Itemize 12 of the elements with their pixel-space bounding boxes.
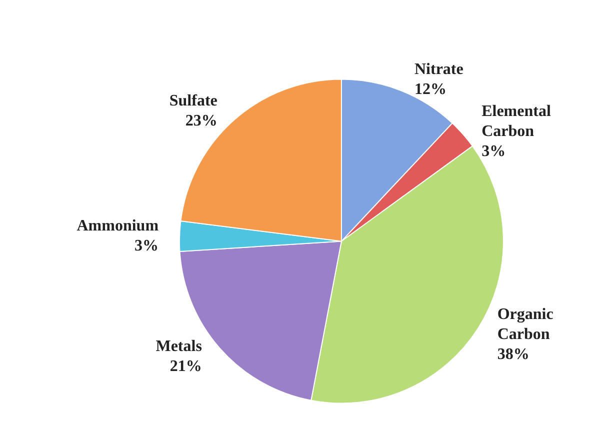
slice-label: Nitrate (414, 61, 464, 78)
data-label: 23% (185, 112, 218, 130)
slice-label: Metals (156, 338, 202, 355)
data-label: 3% (482, 143, 506, 160)
slice-label: Elemental Carbon (482, 103, 555, 140)
slice-label: Ammonium (76, 217, 160, 234)
data-label: 21% (170, 358, 202, 375)
slice-label: Sulfate (169, 92, 218, 110)
data-label: 12% (414, 81, 447, 98)
data-label: 3% (134, 237, 159, 254)
data-label: 38% (497, 346, 530, 364)
slice-label: Organic Carbon (497, 306, 558, 344)
